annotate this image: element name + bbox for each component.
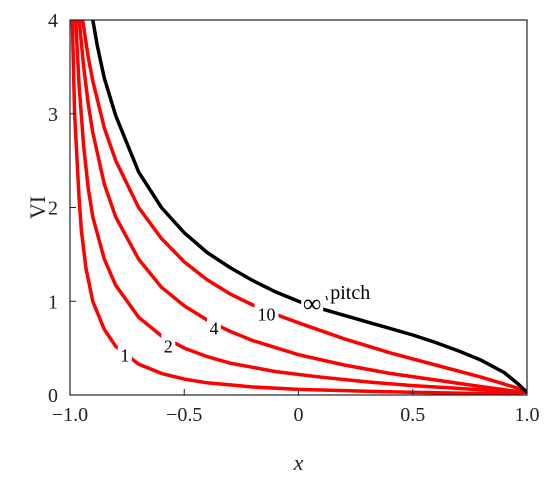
series-label-3: 10 [258,304,276,324]
series-label-1: 2 [164,336,173,356]
y-tick-label-3: 3 [48,104,58,126]
series-label-4: ∞ [303,289,322,318]
series-label-bg-0 [117,343,132,366]
y-axis-label: VI [25,196,50,219]
annotation-text-0: pitch [330,282,370,304]
x-axis-label: x [293,450,304,475]
curve-labels-layer: 1 2 4 10 ∞ pitch [117,282,370,366]
series-label-0: 1 [120,346,129,366]
curves-layer [70,20,527,395]
series-label-2: 4 [209,319,218,339]
y-tick-label-1: 1 [48,291,58,313]
series-label-bg-3 [254,302,279,325]
series-label-bg-2 [206,316,221,339]
series-line-2 [77,20,527,394]
x-tick-label-1: −0.5 [166,404,202,426]
series-line-4 [91,20,527,394]
y-tick-label-2: 2 [48,198,58,220]
x-tick-label-2: 0 [294,404,304,426]
annotation-leader-0 [325,295,328,301]
y-tick-label-4: 4 [48,10,58,32]
series-line-1 [73,20,527,394]
x-tick-label-4: 1.0 [515,404,540,426]
series-line-0 [70,20,527,395]
series-label-bg-4 [301,292,324,315]
series-label-bg-1 [161,334,176,357]
series-line-3 [80,20,527,394]
x-tick-label-0: −1.0 [52,404,88,426]
x-tick-label-3: 0.5 [400,404,425,426]
ticks-layer: −1.0 −0.5 0 0.5 1.0 0 1 2 3 4 [48,10,540,426]
y-tick-label-0: 0 [48,385,58,407]
